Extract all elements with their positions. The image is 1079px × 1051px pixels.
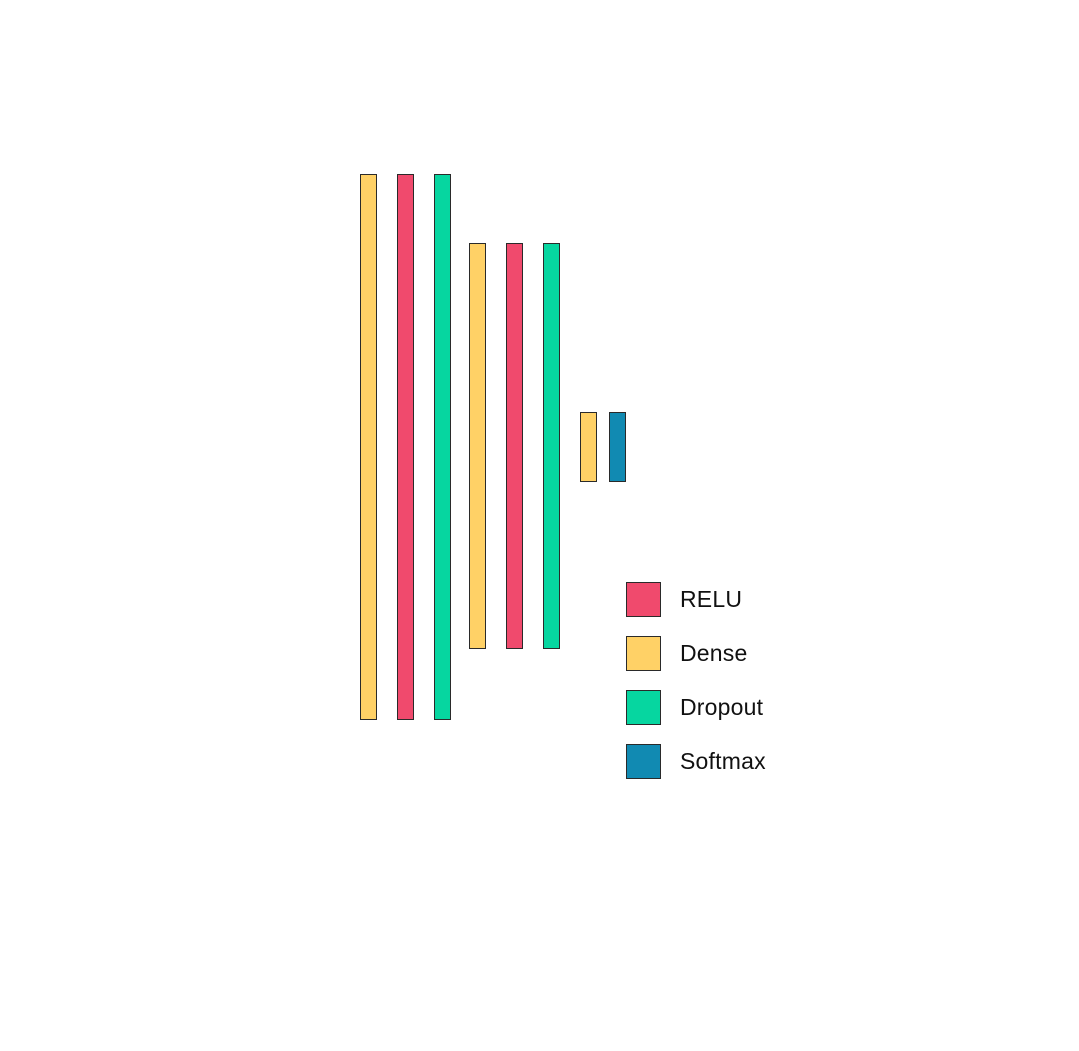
legend-swatch-softmax [626, 744, 661, 779]
layer-bar-softmax [609, 412, 626, 482]
legend-swatch-dense [626, 636, 661, 671]
layer-bar-dense [580, 412, 597, 482]
legend-item-dropout: Dropout [626, 690, 763, 725]
layer-bar-relu [397, 174, 414, 720]
layer-bar-dense [360, 174, 377, 720]
legend-item-softmax: Softmax [626, 744, 766, 779]
legend-swatch-dropout [626, 690, 661, 725]
legend-label-dense: Dense [680, 640, 748, 666]
legend-label-softmax: Softmax [680, 748, 766, 774]
layer-bar-dropout [543, 243, 560, 649]
layer-bar-dropout [434, 174, 451, 720]
layer-bar-dense [469, 243, 486, 649]
legend-item-dense: Dense [626, 636, 747, 671]
legend-label-relu: RELU [680, 586, 743, 612]
layer-bar-relu [506, 243, 523, 649]
legend-label-dropout: Dropout [680, 694, 764, 720]
legend-item-relu: RELU [626, 582, 742, 617]
legend-swatch-relu [626, 582, 661, 617]
